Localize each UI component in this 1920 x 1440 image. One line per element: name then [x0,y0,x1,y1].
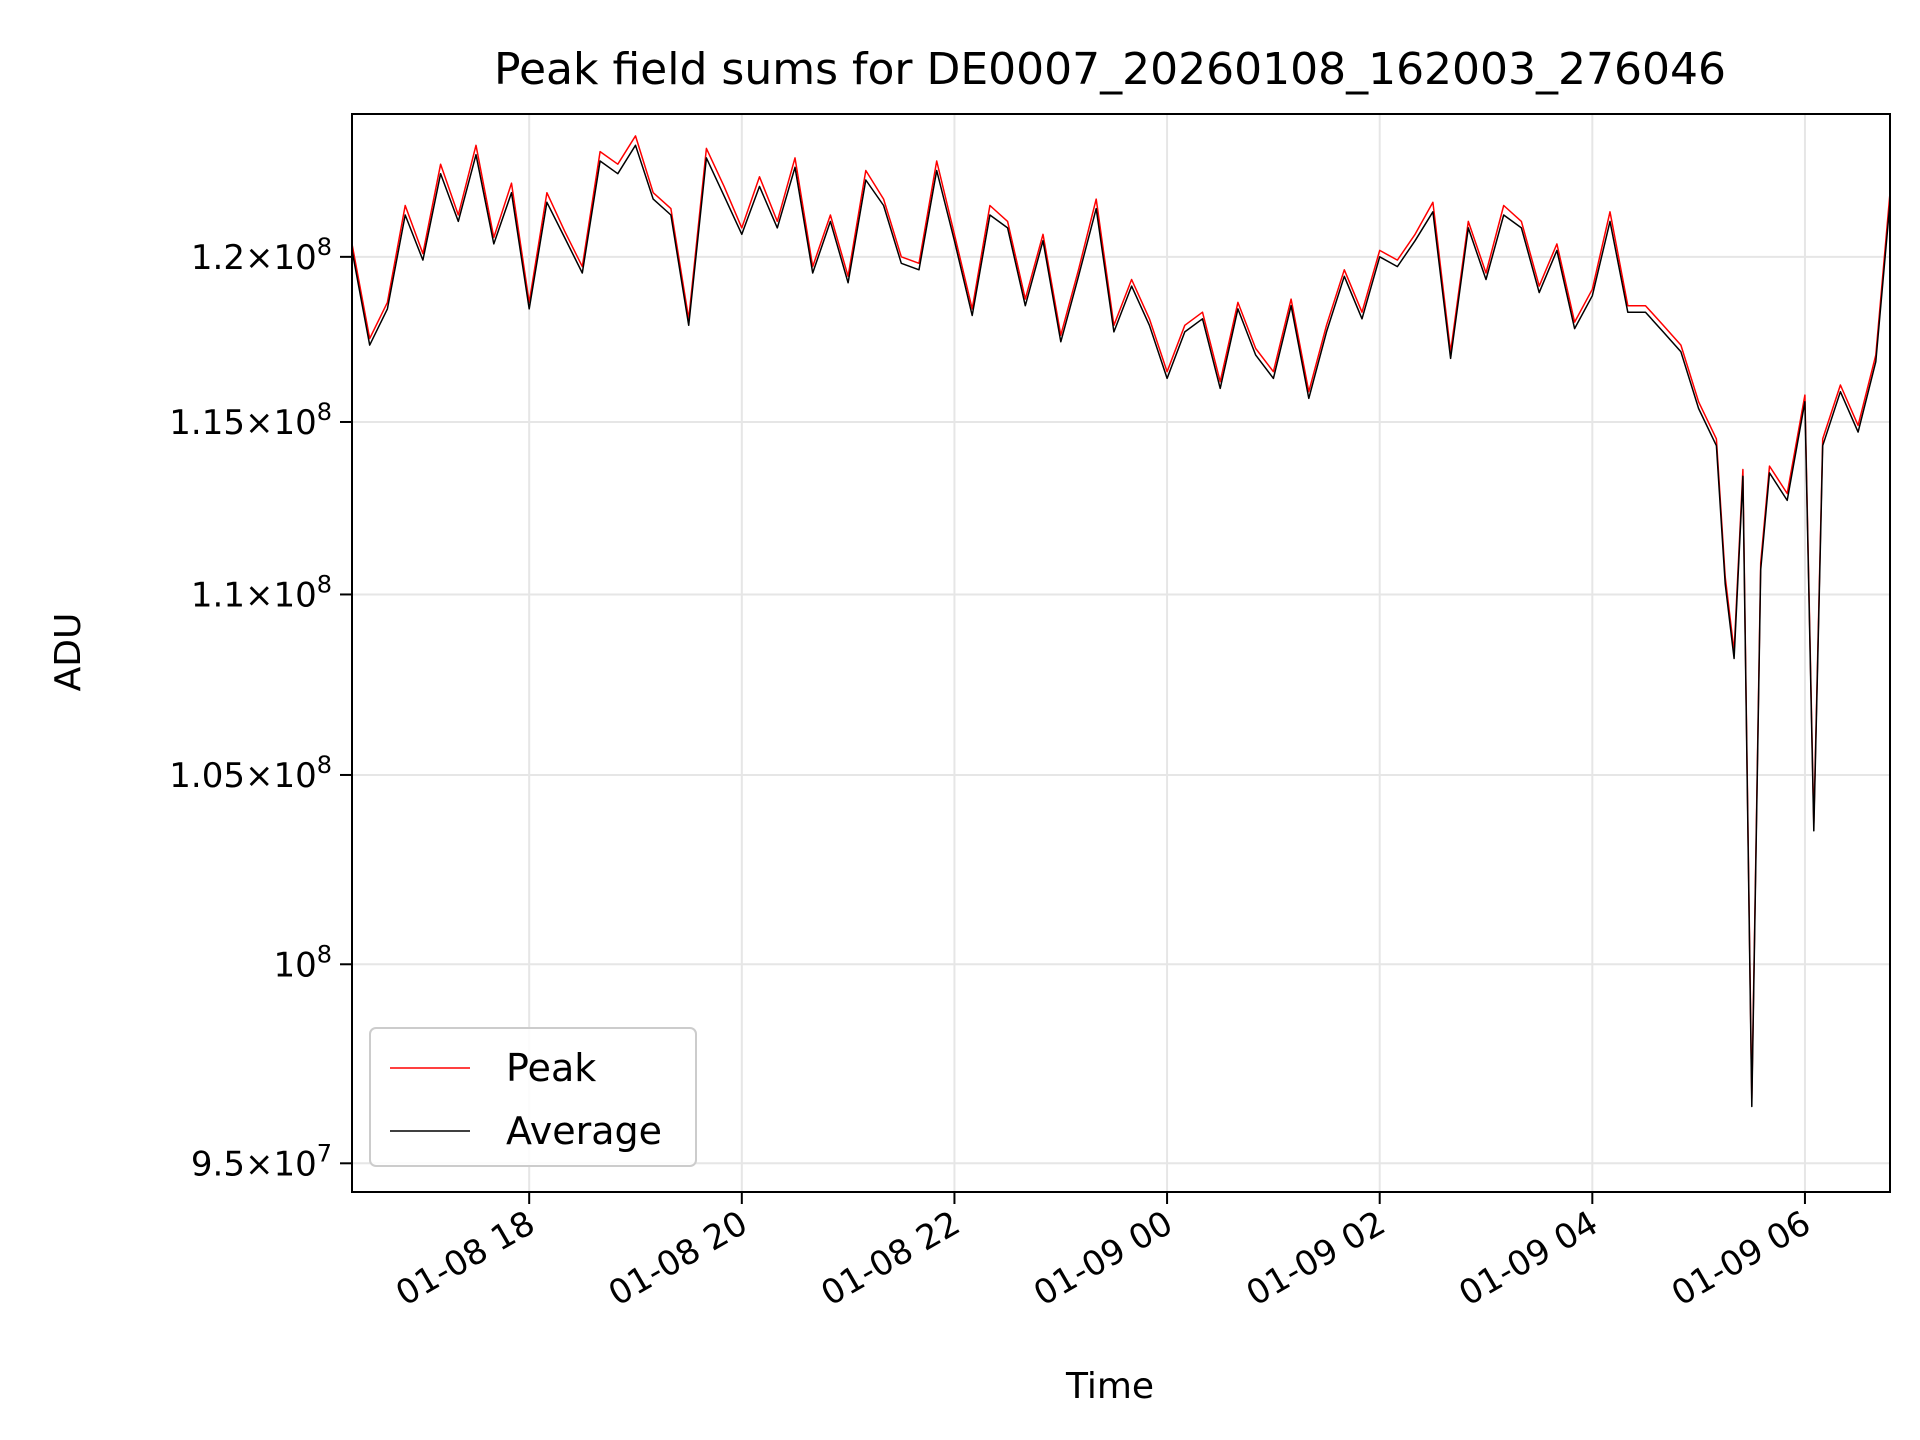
y-tick-label: 1.2×108 [191,233,332,278]
y-tick-label: 9.5×107 [191,1139,332,1184]
chart-title: Peak field sums for DE0007_20260108_1620… [494,44,1726,95]
series-line-average [351,144,1891,1108]
y-axis-label: ADU [48,613,89,692]
y-tick-label: 1.15×108 [169,398,332,443]
y-axis: 9.5×107 108 1.05×108 1.1×108 1.15×108 1.2×108 [169,233,352,1184]
x-axis-label: Time [1065,1366,1154,1407]
legend-average-label: Average [506,1109,662,1153]
plot-area [351,135,1891,1108]
legend-peak-label: Peak [506,1046,596,1090]
y-tick-label: 1.1×108 [191,570,332,615]
legend: Peak Average [369,1027,697,1167]
series-line-peak [351,135,1891,1100]
y-tick-label: 108 [273,940,332,985]
y-tick-label: 1.05×108 [169,751,332,796]
plot-frame [351,113,1891,1193]
